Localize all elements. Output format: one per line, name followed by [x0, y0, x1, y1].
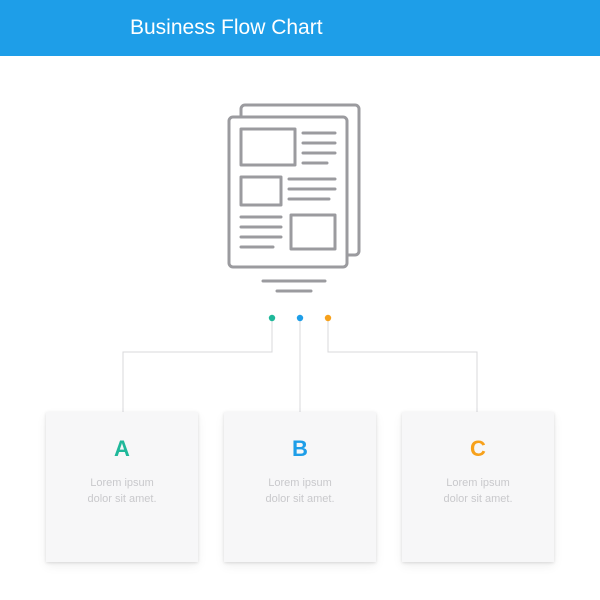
- center-icon-stage: [0, 72, 600, 322]
- card-b: B Lorem ipsum dolor sit amet.: [224, 412, 376, 562]
- header-title: Business Flow Chart: [130, 16, 323, 40]
- card-c: C Lorem ipsum dolor sit amet.: [402, 412, 554, 562]
- card-c-body: Lorem ipsum dolor sit amet.: [429, 476, 526, 508]
- cards-row: A Lorem ipsum dolor sit amet. B Lorem ip…: [0, 412, 600, 582]
- header-banner: Business Flow Chart: [0, 0, 600, 56]
- card-a-body: Lorem ipsum dolor sit amet.: [73, 476, 170, 508]
- card-b-body: Lorem ipsum dolor sit amet.: [251, 476, 348, 508]
- card-b-letter: B: [292, 436, 308, 462]
- card-a-letter: A: [114, 436, 130, 462]
- card-c-letter: C: [470, 436, 486, 462]
- newspaper-icon: [215, 97, 385, 297]
- card-a: A Lorem ipsum dolor sit amet.: [46, 412, 198, 562]
